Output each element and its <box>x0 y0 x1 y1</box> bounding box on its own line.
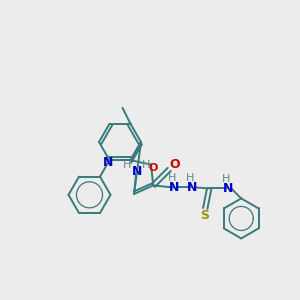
Text: N: N <box>223 182 233 195</box>
Text: H: H <box>142 160 150 170</box>
Text: S: S <box>200 209 209 222</box>
Text: H: H <box>123 160 131 170</box>
Text: N: N <box>132 166 142 178</box>
Text: O: O <box>169 158 179 171</box>
Text: N: N <box>103 156 114 169</box>
Text: N: N <box>187 181 197 194</box>
Text: H: H <box>168 173 176 183</box>
Text: H: H <box>186 173 194 183</box>
Text: H: H <box>222 174 230 184</box>
Text: O: O <box>148 163 158 172</box>
Text: N: N <box>169 181 179 194</box>
